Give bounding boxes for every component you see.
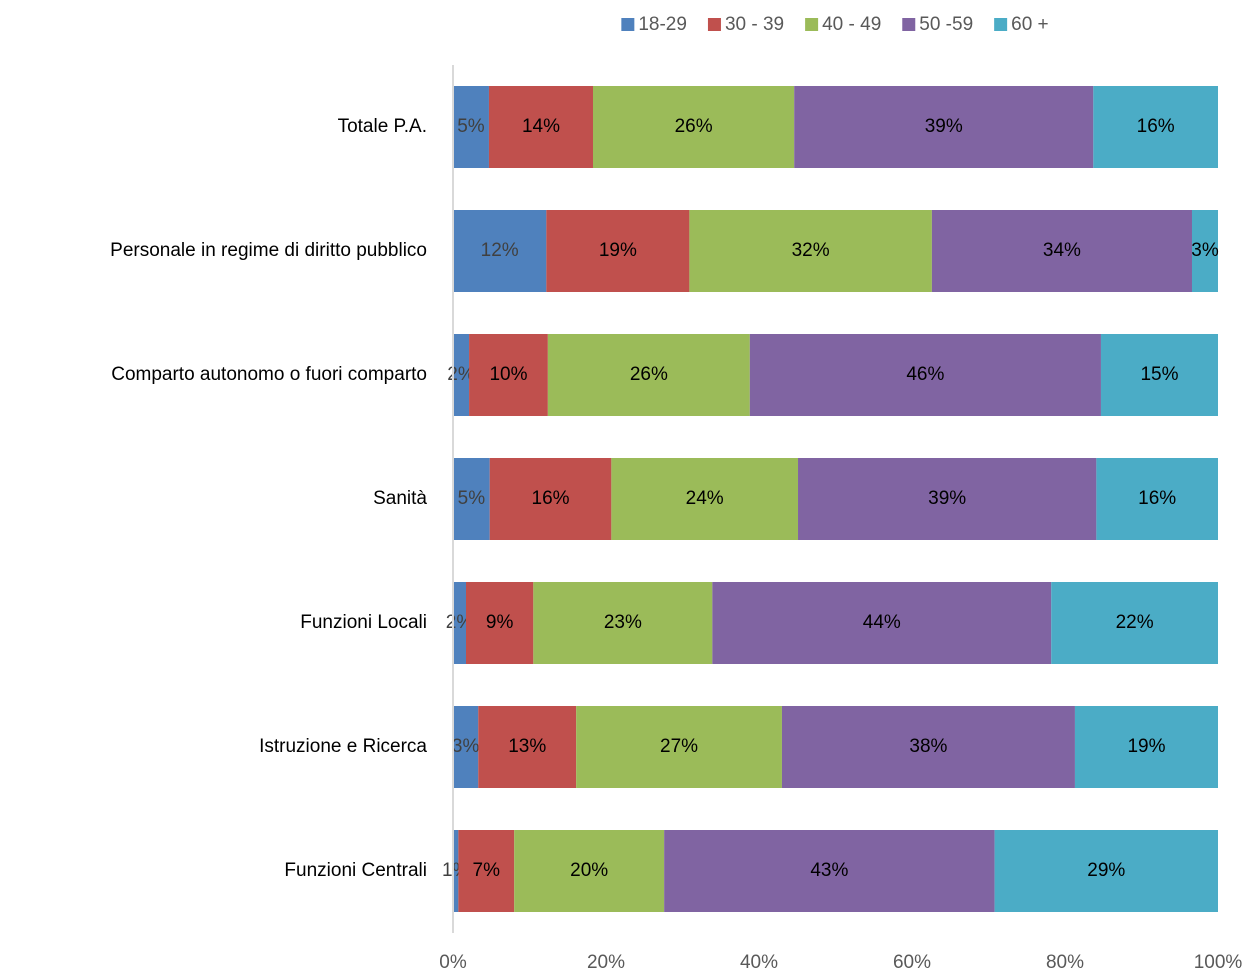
legend-swatch bbox=[994, 18, 1008, 31]
x-tick-label: 80% bbox=[1046, 952, 1084, 973]
bar-segment bbox=[1093, 86, 1218, 168]
data-label: 32% bbox=[792, 240, 830, 261]
bar-segment bbox=[592, 86, 795, 168]
y-tick-label: Personale in regime di diritto pubblico bbox=[110, 240, 427, 261]
bar-segment bbox=[576, 706, 782, 788]
bar-segment bbox=[453, 458, 490, 540]
legend-swatch bbox=[621, 18, 635, 31]
y-tick-label: Sanità bbox=[373, 488, 427, 509]
bar-segment bbox=[781, 706, 1075, 788]
bar-segment bbox=[1096, 458, 1218, 540]
data-label: 39% bbox=[928, 488, 966, 509]
data-label: 3% bbox=[1191, 240, 1219, 261]
data-label: 19% bbox=[599, 240, 637, 261]
data-label: 9% bbox=[486, 612, 514, 633]
data-label: 2% bbox=[447, 364, 475, 385]
bar-segment bbox=[489, 458, 612, 540]
x-tick-label: 20% bbox=[587, 952, 625, 973]
x-tick-label: 40% bbox=[740, 952, 778, 973]
data-label: 20% bbox=[570, 860, 608, 881]
legend-swatch bbox=[707, 18, 721, 31]
data-label: 39% bbox=[925, 116, 963, 137]
data-label: 19% bbox=[1127, 736, 1165, 757]
y-tick-label: Funzioni Centrali bbox=[284, 860, 427, 881]
bar-segment bbox=[1100, 334, 1218, 416]
legend-label: 50 -59 bbox=[919, 14, 973, 35]
legend-label: 18-29 bbox=[638, 14, 687, 35]
y-tick-label: Istruzione e Ricerca bbox=[259, 736, 427, 757]
bar-segment bbox=[453, 582, 467, 664]
data-label: 23% bbox=[604, 612, 642, 633]
data-label: 5% bbox=[458, 488, 486, 509]
bar-segment bbox=[514, 830, 665, 912]
data-label: 14% bbox=[522, 116, 560, 137]
bar-segment bbox=[458, 830, 515, 912]
bar-segment bbox=[664, 830, 995, 912]
bar-segment bbox=[453, 830, 459, 912]
bar-segment bbox=[466, 582, 534, 664]
data-label: 44% bbox=[863, 612, 901, 633]
bar-segment bbox=[798, 458, 1097, 540]
legend-label: 40 - 49 bbox=[822, 14, 881, 35]
data-label: 5% bbox=[457, 116, 485, 137]
bar-segment bbox=[689, 210, 932, 292]
bar-segment bbox=[453, 706, 479, 788]
data-label: 7% bbox=[473, 860, 501, 881]
y-tick-label: Funzioni Locali bbox=[300, 612, 427, 633]
bar-segment bbox=[1074, 706, 1218, 788]
bar-segment bbox=[469, 334, 548, 416]
legend-swatch bbox=[805, 18, 819, 31]
bar-segment bbox=[994, 830, 1218, 912]
bar-segment bbox=[453, 86, 489, 168]
bar-segment bbox=[533, 582, 713, 664]
bar-segment bbox=[453, 210, 547, 292]
data-label: 34% bbox=[1043, 240, 1081, 261]
y-tick-label: Comparto autonomo o fuori comparto bbox=[111, 364, 427, 385]
bar-segment bbox=[546, 210, 690, 292]
data-label: 27% bbox=[660, 736, 698, 757]
legend-label: 30 - 39 bbox=[725, 14, 784, 35]
x-tick-label: 60% bbox=[893, 952, 931, 973]
data-label: 29% bbox=[1087, 860, 1125, 881]
legend-swatch bbox=[902, 18, 916, 31]
bar-segment bbox=[611, 458, 799, 540]
data-label: 16% bbox=[532, 488, 570, 509]
data-label: 38% bbox=[909, 736, 947, 757]
bar-segment bbox=[712, 582, 1052, 664]
legend-label: 60 + bbox=[1011, 14, 1049, 35]
y-tick-label: Totale P.A. bbox=[338, 116, 427, 137]
data-label: 12% bbox=[481, 240, 519, 261]
data-label: 10% bbox=[489, 364, 527, 385]
data-label: 43% bbox=[810, 860, 848, 881]
data-label: 16% bbox=[1137, 116, 1175, 137]
data-label: 26% bbox=[630, 364, 668, 385]
bar-segment bbox=[547, 334, 750, 416]
data-label: 24% bbox=[686, 488, 724, 509]
bar-segment bbox=[794, 86, 1094, 168]
bar-segment bbox=[488, 86, 593, 168]
data-label: 26% bbox=[675, 116, 713, 137]
bar-segment bbox=[1051, 582, 1218, 664]
data-label: 3% bbox=[452, 736, 480, 757]
data-label: 22% bbox=[1116, 612, 1154, 633]
bar-segment bbox=[931, 210, 1192, 292]
bar-segment bbox=[1191, 210, 1218, 292]
data-label: 16% bbox=[1138, 488, 1176, 509]
x-tick-label: 0% bbox=[439, 952, 467, 973]
data-label: 15% bbox=[1140, 364, 1178, 385]
x-tick-label: 100% bbox=[1194, 952, 1243, 973]
bar-segment bbox=[478, 706, 577, 788]
bar-segment bbox=[453, 334, 470, 416]
data-label: 13% bbox=[508, 736, 546, 757]
bar-segment bbox=[749, 334, 1101, 416]
data-label: 46% bbox=[906, 364, 944, 385]
